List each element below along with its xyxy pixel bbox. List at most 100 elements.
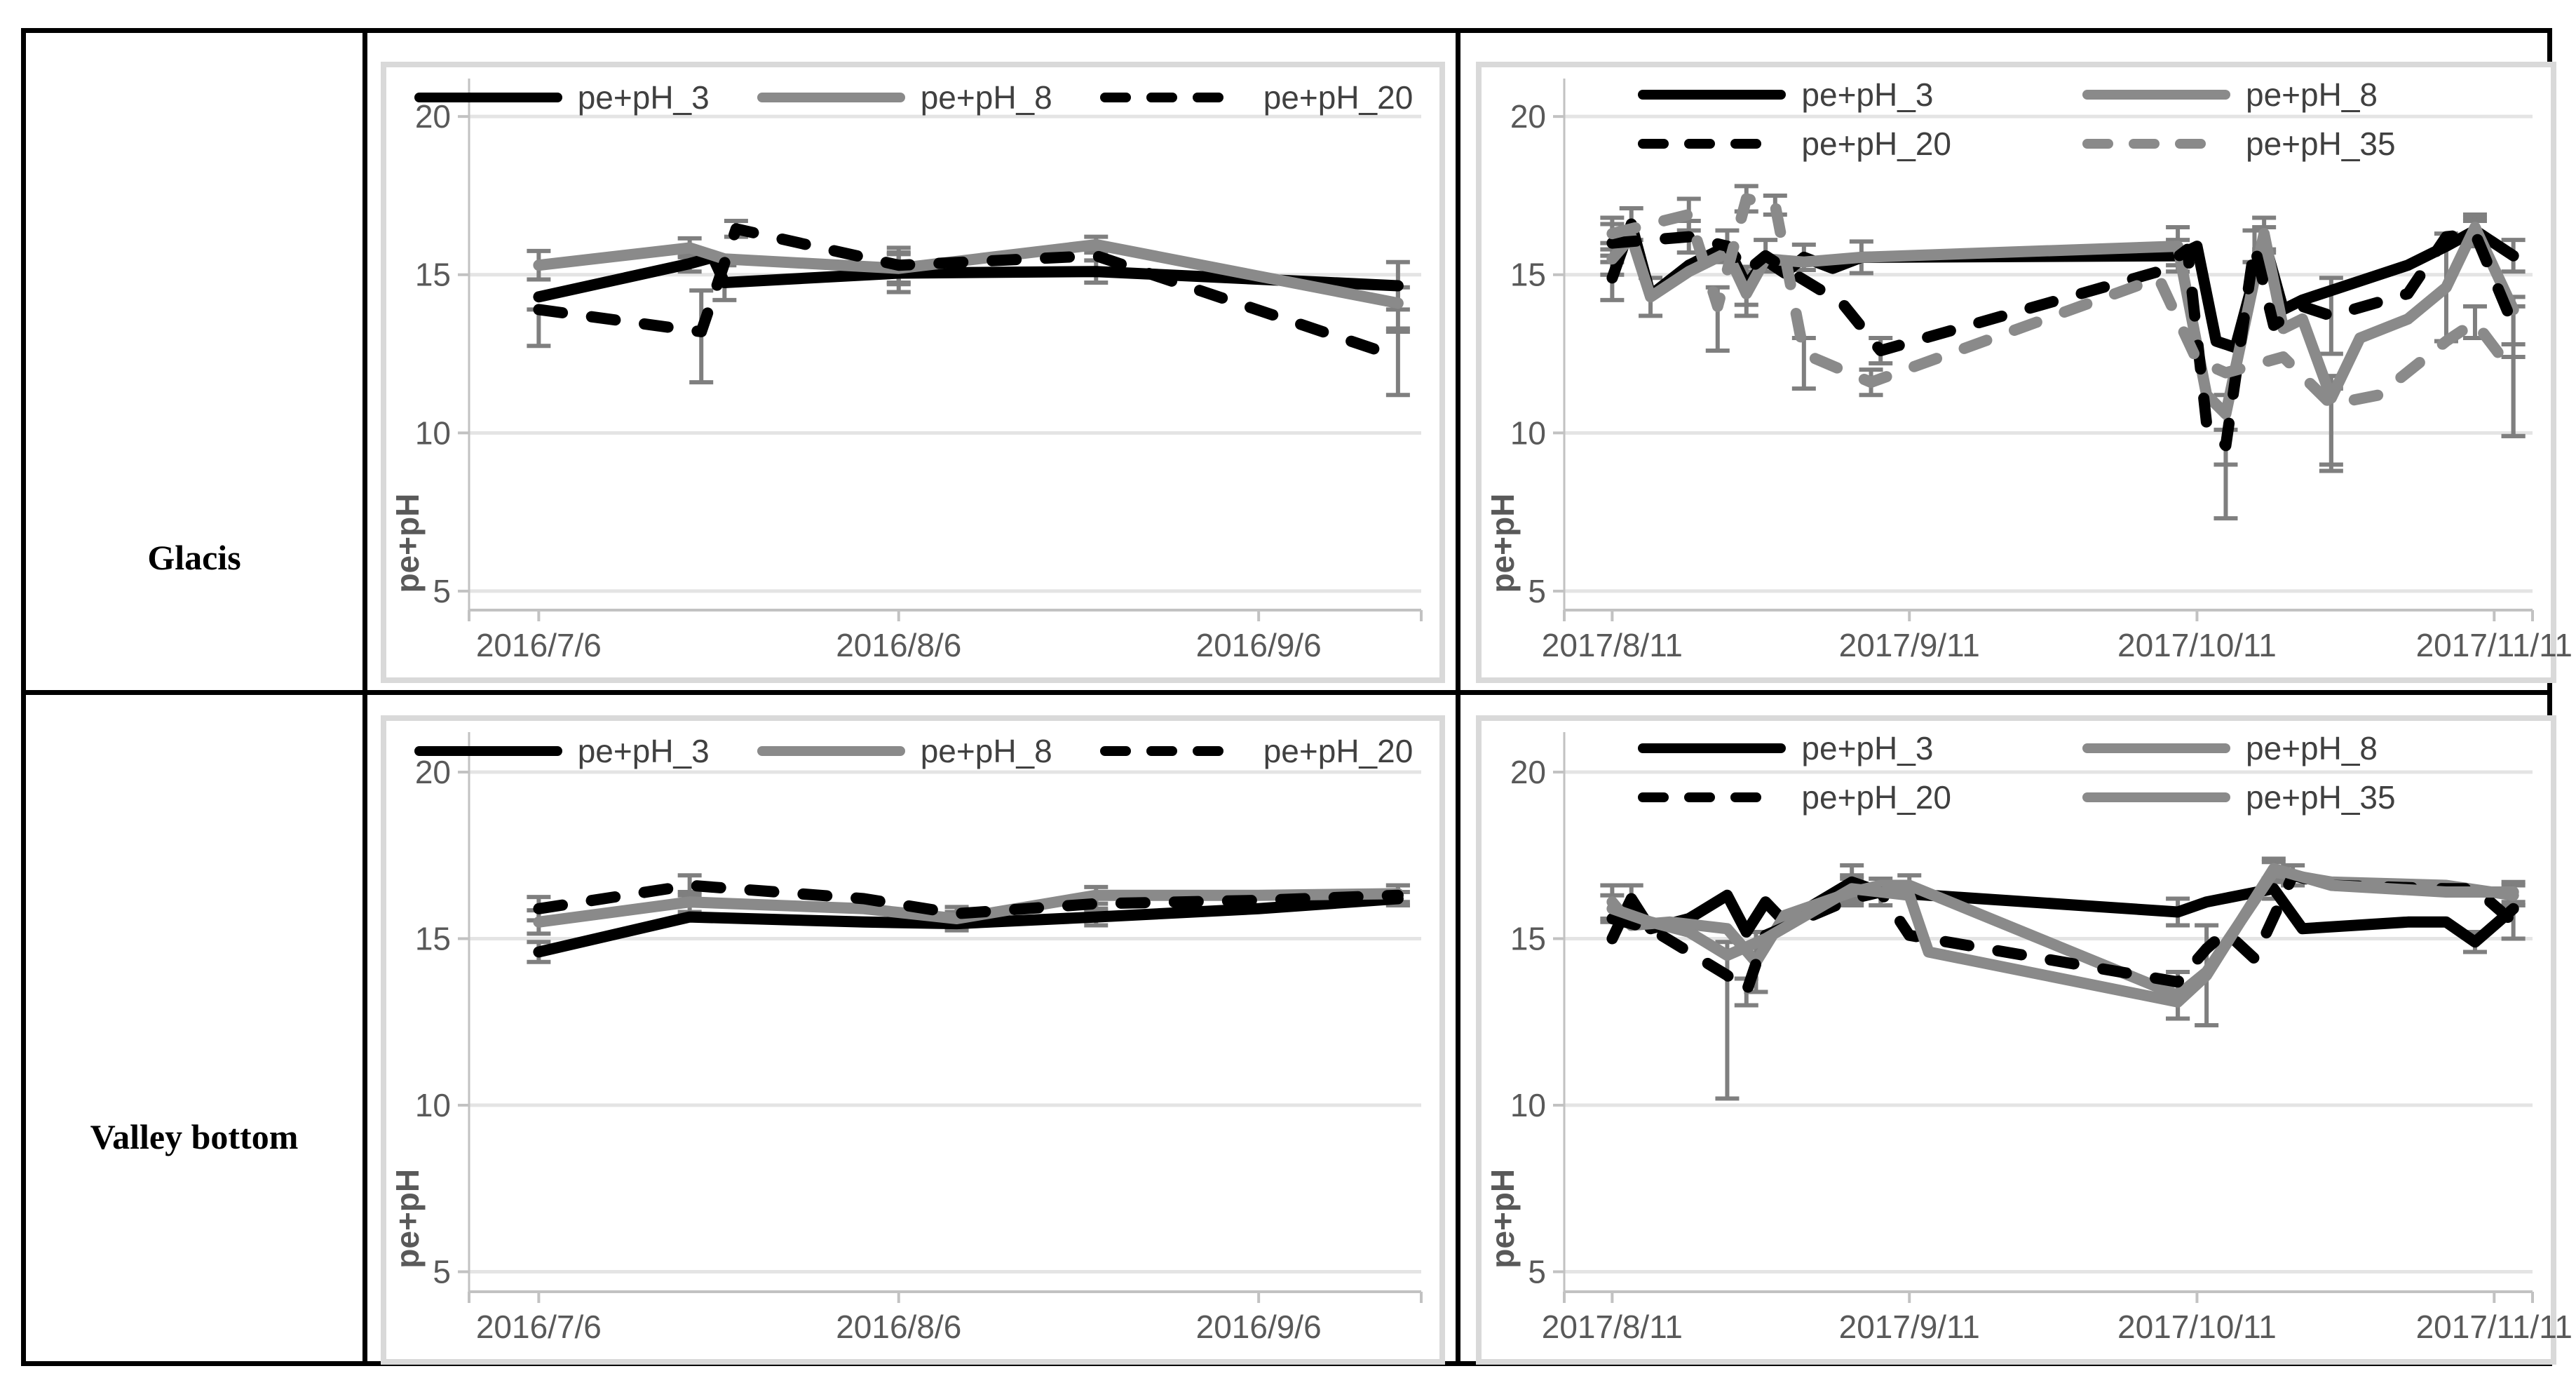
- y-tick-label: 15: [415, 257, 451, 293]
- legend-swatch-icon: [1638, 139, 1787, 149]
- legend-label: pe+pH_8: [920, 733, 1052, 769]
- legend-swatch-icon: [2082, 139, 2230, 149]
- x-tick-label: 2017/9/11: [1839, 1309, 1980, 1345]
- x-tick-label: 2017/8/11: [1542, 627, 1683, 663]
- legend-label: pe+pH_35: [2246, 779, 2396, 816]
- series-line-pe+pH_20: [533, 879, 1404, 919]
- legend-item-pe+pH_35: pe+pH_35: [2081, 125, 2396, 163]
- series-line-pe+pH_35: [1606, 193, 2519, 410]
- legend-label: pe+pH_8: [2246, 76, 2378, 113]
- y-axis-title: pe+pH: [389, 494, 426, 593]
- x-tick-label: 2017/10/11: [2117, 1309, 2277, 1345]
- legend: pe+pH_3 pe+pH_8 pe+pH_20: [386, 79, 1439, 116]
- chart-canvas-3: 5 10 15 20 2017/8/11 2017/9/11 2017/10/11 2017/…: [1484, 732, 2572, 1345]
- legend-item-pe+pH_20: pe+pH_20: [1636, 778, 1951, 816]
- legend-label: pe+pH_3: [577, 79, 710, 116]
- y-tick-label: 20: [415, 98, 451, 135]
- legend-swatch-icon: [2082, 90, 2230, 100]
- legend-swatch-icon: [1099, 746, 1248, 756]
- y-tick-label: 15: [1510, 921, 1546, 957]
- legend-label: pe+pH_3: [577, 733, 710, 769]
- legend: pe+pH_3 pe+pH_8 pe+pH_20: [386, 732, 1439, 770]
- x-tick-label: 2016/8/6: [836, 1309, 961, 1345]
- legend-label: pe+pH_20: [1263, 733, 1414, 769]
- legend-label: pe+pH_35: [2246, 126, 2396, 162]
- x-tick-label: 2016/8/6: [836, 627, 961, 663]
- series-line-pe+pH_20: [533, 223, 1404, 363]
- y-tick-label: 15: [1510, 257, 1546, 293]
- legend-item-pe+pH_3: pe+pH_3: [1636, 729, 1951, 767]
- x-tick-label: 2017/10/11: [2117, 627, 2277, 663]
- x-tick-label: 2017/11/11: [2416, 1309, 2572, 1345]
- x-tick-label: 2016/7/6: [476, 627, 602, 663]
- legend-swatch-icon: [1099, 93, 1248, 102]
- y-tick-label: 5: [1528, 573, 1546, 609]
- chart-canvas-1: 5 10 15 20 2017/8/11 2017/9/11 2017/10/11 2017/…: [1484, 79, 2572, 663]
- legend-label: pe+pH_20: [1801, 126, 1951, 162]
- row-label-valley-bottom: Valley bottom: [90, 1117, 299, 1156]
- x-tick-label: 2016/9/6: [1196, 1309, 1322, 1345]
- chart-glacis-2017: 5 10 15 20 2017/8/11 2017/9/11 2017/10/11 2017/…: [1476, 62, 2572, 683]
- table-divider-vertical-2: [1456, 28, 1460, 1366]
- legend-swatch-icon: [1638, 792, 1787, 802]
- y-tick-label: 15: [415, 921, 451, 957]
- legend-swatch-icon: [757, 93, 905, 102]
- legend-swatch-icon: [414, 93, 562, 102]
- legend-item-pe+pH_3: pe+pH_3: [1636, 76, 1951, 114]
- legend-label: pe+pH_20: [1801, 779, 1951, 816]
- legend: pe+pH_3 pe+pH_8 pe+pH_20 pe+pH_35: [1482, 76, 2551, 163]
- y-tick-label: 20: [1510, 98, 1546, 135]
- series-line-pe+pH_3: [533, 251, 1404, 303]
- legend-item-pe+pH_20: pe+pH_20: [1099, 732, 1414, 770]
- table-divider-horizontal: [21, 690, 2552, 695]
- chart-valley-bottom-2017: 5 10 15 20 2017/8/11 2017/9/11 2017/10/11 2017/…: [1476, 715, 2572, 1365]
- y-axis-title: pe+pH: [1484, 494, 1521, 593]
- series-line-pe+pH_8: [1606, 222, 2519, 420]
- legend-swatch-icon: [2082, 743, 2230, 753]
- legend-item-pe+pH_20: pe+pH_20: [1636, 125, 1951, 163]
- row-label-glacis: Glacis: [147, 538, 241, 577]
- legend-label: pe+pH_8: [920, 79, 1052, 116]
- series-line-pe+pH_8: [533, 238, 1404, 309]
- legend-item-pe+pH_35: pe+pH_35: [2081, 778, 2396, 816]
- y-tick-label: 10: [1510, 1087, 1546, 1123]
- y-axis-title: pe+pH: [389, 1169, 426, 1269]
- x-tick-label: 2016/9/6: [1196, 627, 1322, 663]
- chart-canvas-2: 5 10 15 20 2016/7/6 2016/8/6 2016/9/6 pe+pH: [389, 732, 1423, 1345]
- series-line-pe+pH_35: [1606, 863, 2519, 1008]
- legend: pe+pH_3 pe+pH_8 pe+pH_20 pe+pH_35: [1482, 729, 2551, 816]
- y-tick-label: 10: [1510, 414, 1546, 451]
- x-tick-label: 2017/11/11: [2416, 627, 2572, 663]
- legend-item-pe+pH_3: pe+pH_3: [413, 79, 710, 116]
- legend-swatch-icon: [414, 746, 562, 756]
- chart-valley-bottom-2016: 5 10 15 20 2016/7/6 2016/8/6 2016/9/6 pe+pH pe+p…: [381, 715, 1445, 1365]
- legend-swatch-icon: [2082, 792, 2230, 802]
- series-line-pe+pH_20: [1606, 870, 2519, 998]
- x-tick-label: 2017/8/11: [1542, 1309, 1683, 1345]
- y-tick-label: 5: [433, 573, 451, 609]
- series-line-pe+pH_8: [533, 888, 1404, 928]
- y-tick-label: 10: [415, 1087, 451, 1123]
- x-tick-label: 2016/7/6: [476, 1309, 602, 1345]
- chart-canvas-0: 5 10 15 20 2016/7/6 2016/8/6 2016/9/6 pe+pH: [389, 79, 1423, 663]
- legend-item-pe+pH_8: pe+pH_8: [2081, 76, 2396, 114]
- chart-glacis-2016: 5 10 15 20 2016/7/6 2016/8/6 2016/9/6 pe+pH pe+p…: [381, 62, 1445, 683]
- legend-item-pe+pH_8: pe+pH_8: [2081, 729, 2396, 767]
- legend-item-pe+pH_20: pe+pH_20: [1099, 79, 1414, 116]
- legend-swatch-icon: [1638, 743, 1787, 753]
- legend-item-pe+pH_8: pe+pH_8: [756, 732, 1052, 770]
- y-axis-title: pe+pH: [1484, 1169, 1521, 1269]
- y-tick-label: 5: [433, 1254, 451, 1290]
- y-tick-label: 20: [1510, 754, 1546, 790]
- legend-item-pe+pH_8: pe+pH_8: [756, 79, 1052, 116]
- legend-swatch-icon: [757, 746, 905, 756]
- legend-label: pe+pH_20: [1263, 79, 1414, 116]
- legend-label: pe+pH_8: [2246, 730, 2378, 766]
- y-tick-label: 5: [1528, 1254, 1546, 1290]
- y-tick-label: 10: [415, 414, 451, 451]
- legend-label: pe+pH_3: [1801, 76, 1934, 113]
- table-divider-vertical-1: [362, 28, 367, 1366]
- y-tick-label: 20: [415, 754, 451, 790]
- legend-item-pe+pH_3: pe+pH_3: [413, 732, 710, 770]
